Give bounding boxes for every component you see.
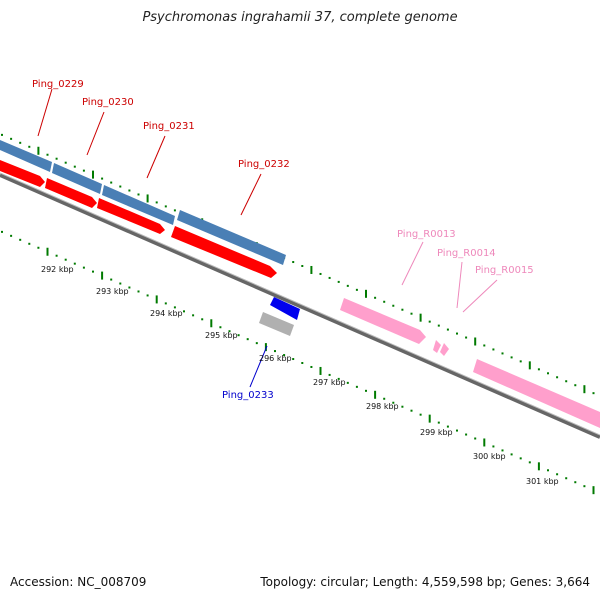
gene-ping-0232[interactable] bbox=[171, 226, 277, 278]
gene-ping-r0013[interactable] bbox=[340, 298, 426, 344]
gene-ping-0230[interactable] bbox=[45, 178, 97, 208]
scale-label-293: 293 kbp bbox=[96, 287, 129, 296]
gene-label-ping-r0015[interactable]: Ping_R0015 bbox=[475, 265, 534, 276]
rna-track bbox=[340, 298, 600, 428]
gene-ping-0229[interactable] bbox=[0, 160, 45, 187]
scale-label-294: 294 kbp bbox=[150, 309, 183, 318]
gene-ping-0233[interactable] bbox=[270, 297, 300, 320]
genome-summary-text: Topology: circular; Length: 4,559,598 bp… bbox=[260, 575, 590, 589]
gene-label-ping-0229[interactable]: Ping_0229 bbox=[32, 79, 84, 90]
accession-text: Accession: NC_008709 bbox=[10, 575, 147, 589]
gene-ping-0231[interactable] bbox=[97, 198, 165, 234]
map-title: Psychromonas ingrahamii 37, complete gen… bbox=[142, 10, 458, 25]
gene-ping-0231-blue[interactable] bbox=[102, 185, 175, 225]
gene-pink-right[interactable] bbox=[473, 359, 600, 428]
gene-label-ping-0233[interactable]: Ping_0233 bbox=[222, 390, 274, 401]
scale-labels: 292 kbp 293 kbp 294 kbp 295 kbp 296 kbp … bbox=[41, 265, 559, 486]
scale-tick-track bbox=[1, 230, 595, 495]
scale-label-301: 301 kbp bbox=[526, 477, 559, 486]
gene-ping-0230-blue[interactable] bbox=[52, 163, 102, 194]
genome-backbone bbox=[0, 172, 600, 439]
scale-label-292: 292 kbp bbox=[41, 265, 74, 274]
gene-label-ping-r0014[interactable]: Ping_R0014 bbox=[437, 248, 496, 259]
scale-label-296: 296 kbp bbox=[259, 354, 292, 363]
reverse-cds-track bbox=[0, 160, 277, 278]
gene-label-ping-0231[interactable]: Ping_0231 bbox=[143, 121, 195, 132]
gene-labels: Ping_0229 Ping_0230 Ping_0231 Ping_0232 … bbox=[32, 79, 534, 401]
scale-label-297: 297 kbp bbox=[313, 378, 346, 387]
pseudogene-gray[interactable] bbox=[259, 312, 294, 336]
scale-label-300: 300 kbp bbox=[473, 452, 506, 461]
gene-ping-0232-blue[interactable] bbox=[177, 210, 286, 265]
gene-label-ping-0232[interactable]: Ping_0232 bbox=[238, 159, 290, 170]
gene-label-ping-r0013[interactable]: Ping_R0013 bbox=[397, 229, 456, 240]
gene-ping-0229-blue[interactable] bbox=[0, 140, 52, 172]
scale-label-295: 295 kbp bbox=[205, 331, 238, 340]
gene-ping-r0014[interactable] bbox=[433, 340, 441, 353]
forward-cds-track bbox=[0, 140, 286, 265]
gene-label-ping-0230[interactable]: Ping_0230 bbox=[82, 97, 134, 108]
label-leader-lines bbox=[37, 88, 498, 388]
scale-label-299: 299 kbp bbox=[420, 428, 453, 437]
scale-label-298: 298 kbp bbox=[366, 402, 399, 411]
gene-ping-r0015[interactable] bbox=[440, 343, 449, 356]
